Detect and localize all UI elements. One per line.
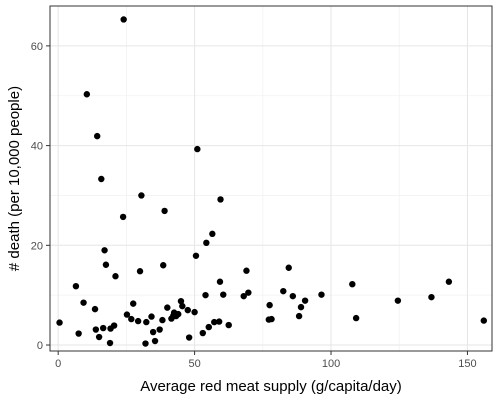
data-point — [142, 340, 149, 347]
data-point — [156, 326, 163, 333]
data-point — [92, 326, 100, 333]
data-point — [177, 297, 185, 305]
data-point — [209, 230, 216, 238]
y-tick-label: 40 — [31, 141, 43, 153]
data-point — [185, 334, 193, 341]
data-point — [349, 280, 356, 288]
data-point — [318, 291, 325, 298]
data-point — [75, 330, 82, 337]
data-point — [240, 292, 247, 300]
data-point — [72, 282, 80, 290]
major-gridlines — [50, 6, 492, 351]
data-point — [211, 318, 218, 326]
data-point — [159, 316, 166, 324]
data-point — [138, 192, 145, 199]
data-point — [266, 301, 273, 309]
data-point — [217, 196, 224, 203]
data-point — [445, 278, 453, 285]
data-point — [112, 273, 119, 280]
data-point — [285, 264, 292, 271]
data-point — [301, 297, 309, 304]
data-point — [83, 91, 91, 98]
data-point — [95, 333, 103, 341]
data-point — [120, 16, 127, 23]
data-point — [94, 132, 101, 140]
data-point — [289, 292, 297, 300]
y-axis: 0 20 40 60 — [31, 41, 50, 352]
data-point — [56, 319, 63, 326]
x-tick-label: 100 — [322, 358, 340, 370]
data-point — [149, 328, 157, 336]
data-point — [160, 262, 167, 269]
data-point — [123, 311, 131, 318]
data-point — [100, 324, 107, 332]
data-point — [102, 261, 110, 268]
data-point — [161, 207, 168, 215]
x-axis: 0 50 100 150 — [55, 351, 477, 370]
data-point — [480, 317, 488, 324]
data-point — [192, 252, 200, 259]
data-point — [175, 310, 182, 318]
x-axis-title: Average red meat supply (g/capita/day) — [140, 378, 402, 395]
data-point — [199, 329, 206, 337]
plot-panel — [50, 6, 492, 351]
y-tick-label: 20 — [31, 240, 43, 252]
x-tick-label: 0 — [55, 358, 61, 370]
data-point — [194, 145, 201, 153]
minor-gridlines — [50, 6, 492, 351]
y-tick-label: 60 — [31, 41, 43, 53]
data-point — [179, 302, 186, 310]
data-point — [110, 322, 118, 329]
data-point — [280, 287, 287, 295]
data-point — [98, 175, 105, 183]
data-point — [394, 297, 402, 304]
data-point — [268, 315, 275, 323]
data-point — [295, 312, 303, 320]
data-point — [297, 303, 305, 311]
data-point — [184, 306, 191, 314]
data-points — [56, 16, 488, 347]
data-point — [91, 305, 99, 313]
data-point — [106, 339, 114, 347]
panel-border — [49, 5, 493, 352]
data-point — [202, 291, 209, 299]
data-point — [151, 337, 159, 345]
data-point — [164, 304, 171, 311]
data-point — [203, 239, 210, 247]
data-point — [428, 293, 435, 301]
data-point — [220, 291, 227, 298]
data-point — [352, 314, 360, 322]
data-point — [80, 299, 87, 306]
data-point — [128, 315, 135, 323]
data-point — [101, 247, 108, 254]
data-point — [130, 300, 137, 307]
y-tick-label: 0 — [37, 340, 43, 352]
data-point — [191, 308, 198, 316]
data-point — [148, 313, 155, 320]
x-tick-label: 50 — [188, 358, 200, 370]
x-tick-label: 150 — [458, 358, 476, 370]
data-point — [245, 289, 252, 296]
data-point — [243, 267, 250, 274]
data-point — [215, 318, 223, 325]
data-point — [225, 321, 232, 329]
data-point — [134, 317, 142, 325]
data-point — [205, 323, 212, 331]
data-point — [216, 278, 224, 285]
data-point — [143, 318, 150, 326]
data-point — [136, 268, 144, 275]
y-axis-title: # death (per 10,000 people) — [6, 86, 23, 271]
data-point — [119, 213, 127, 221]
